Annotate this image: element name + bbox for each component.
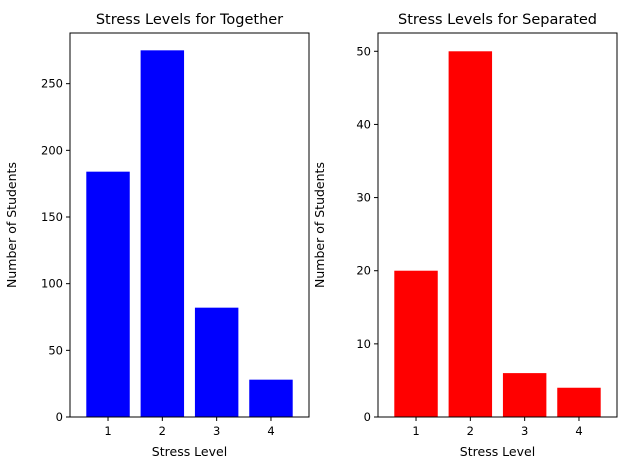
bars-together	[86, 50, 293, 417]
chart-together: 1 2 3 4 0 50 100 150 200 250 Stress Levels for To…	[4, 12, 310, 459]
y-tick-label-separated-0: 0	[364, 410, 371, 424]
chart-title-separated: Stress Levels for Separated	[398, 12, 597, 28]
y-tick-label-together-50: 50	[48, 343, 63, 357]
y-tick-label-separated-30: 30	[356, 191, 371, 205]
y-tick-label-together-250: 250	[41, 77, 63, 91]
axes-together: 1 2 3 4 0 50 100 150 200 250	[41, 32, 310, 438]
x-tick-label-separated-3: 3	[521, 424, 528, 438]
bar-together-1	[86, 171, 130, 417]
y-tick-label-together-150: 150	[41, 210, 63, 224]
x-tick-label-together-1: 1	[104, 424, 111, 438]
bar-separated-1	[394, 270, 438, 417]
y-tick-label-separated-20: 20	[356, 264, 371, 278]
x-axis-label-separated: Stress Level	[460, 444, 535, 459]
bars-separated	[394, 51, 601, 417]
y-axis-label-together: Number of Students	[4, 162, 19, 288]
bar-together-4	[249, 379, 293, 417]
bar-together-2	[140, 50, 185, 417]
plot-frame-separated	[377, 32, 618, 418]
chart-title-together: Stress Levels for Together	[96, 12, 283, 28]
y-tick-label-together-100: 100	[41, 277, 63, 291]
x-axis-label-together: Stress Level	[152, 444, 227, 459]
x-tick-label-together-3: 3	[213, 424, 220, 438]
y-axis-label-separated: Number of Students	[312, 162, 327, 288]
x-tick-label-together-2: 2	[159, 424, 166, 438]
bar-separated-4	[557, 387, 601, 417]
x-tick-label-separated-1: 1	[412, 424, 419, 438]
y-tick-label-separated-40: 40	[356, 117, 371, 131]
y-tick-label-separated-50: 50	[356, 44, 371, 58]
x-tick-label-separated-4: 4	[575, 424, 582, 438]
plot-frame-together	[69, 32, 310, 418]
y-tick-label-together-0: 0	[56, 410, 63, 424]
bar-together-3	[194, 307, 239, 417]
y-tick-label-separated-10: 10	[356, 337, 371, 351]
bar-separated-3	[502, 373, 547, 417]
bar-separated-2	[448, 51, 493, 417]
x-tick-label-together-4: 4	[267, 424, 274, 438]
x-tick-label-separated-2: 2	[467, 424, 474, 438]
y-tick-label-together-200: 200	[41, 143, 63, 157]
